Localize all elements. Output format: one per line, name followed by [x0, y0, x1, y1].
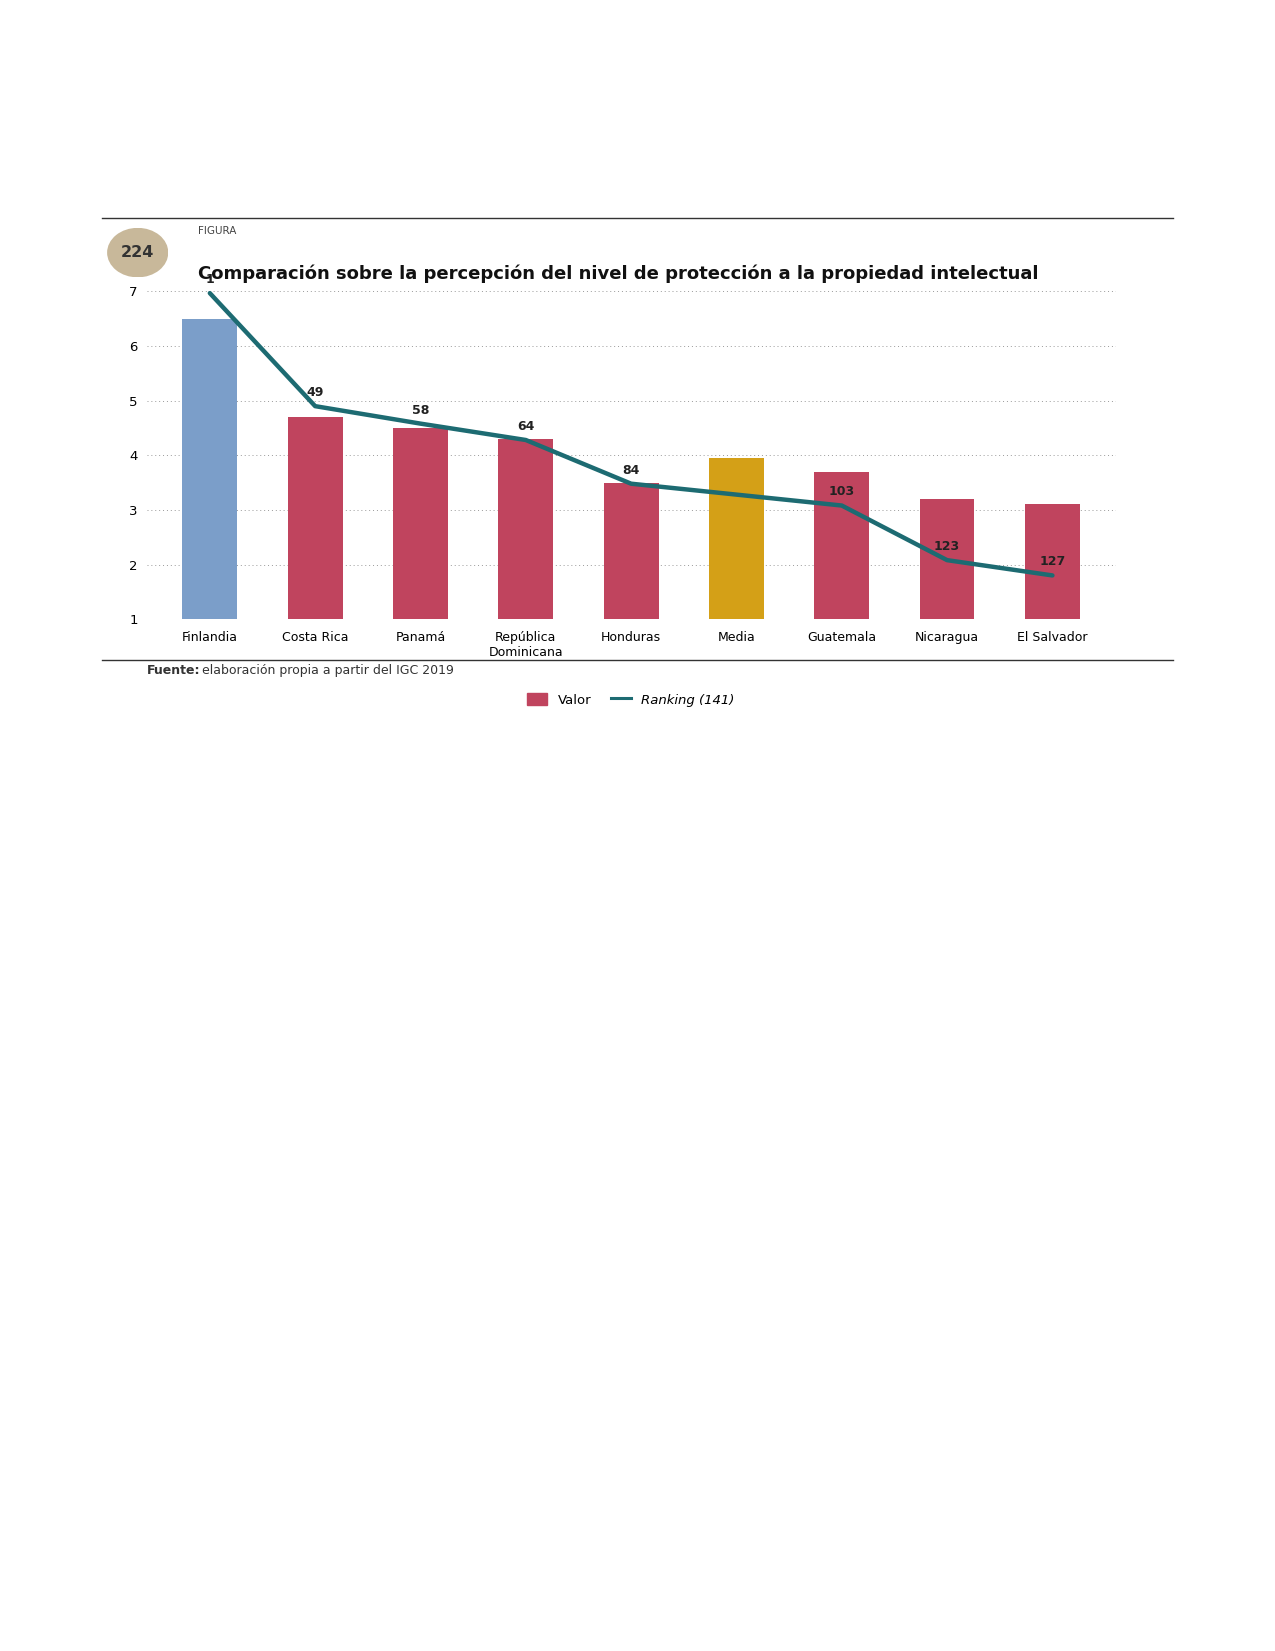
Text: 84: 84: [622, 464, 640, 477]
Text: 58: 58: [412, 403, 430, 416]
Bar: [1025, 505, 1080, 619]
Bar: [709, 457, 764, 619]
Bar: [815, 472, 870, 619]
Text: elaboración propia a partir del IGC 2019: elaboración propia a partir del IGC 2019: [198, 664, 454, 677]
Text: 64: 64: [518, 419, 534, 433]
Text: FIGURA: FIGURA: [198, 226, 236, 236]
Text: 224: 224: [121, 244, 154, 261]
Bar: [393, 428, 448, 619]
Ellipse shape: [107, 228, 168, 277]
Bar: [604, 482, 658, 619]
Bar: [499, 439, 553, 619]
Bar: [182, 319, 237, 619]
Text: 103: 103: [829, 485, 854, 499]
Text: 127: 127: [1039, 555, 1066, 568]
Text: 49: 49: [306, 386, 324, 400]
Bar: [288, 418, 343, 619]
Legend: Valor, Ranking (141): Valor, Ranking (141): [521, 688, 741, 712]
Bar: [919, 499, 974, 619]
Text: Fuente:: Fuente:: [147, 664, 200, 677]
Text: Comparación sobre la percepción del nivel de protección a la propiedad intelectu: Comparación sobre la percepción del nive…: [198, 264, 1038, 282]
Text: 123: 123: [935, 540, 960, 553]
Text: 1: 1: [205, 272, 214, 286]
